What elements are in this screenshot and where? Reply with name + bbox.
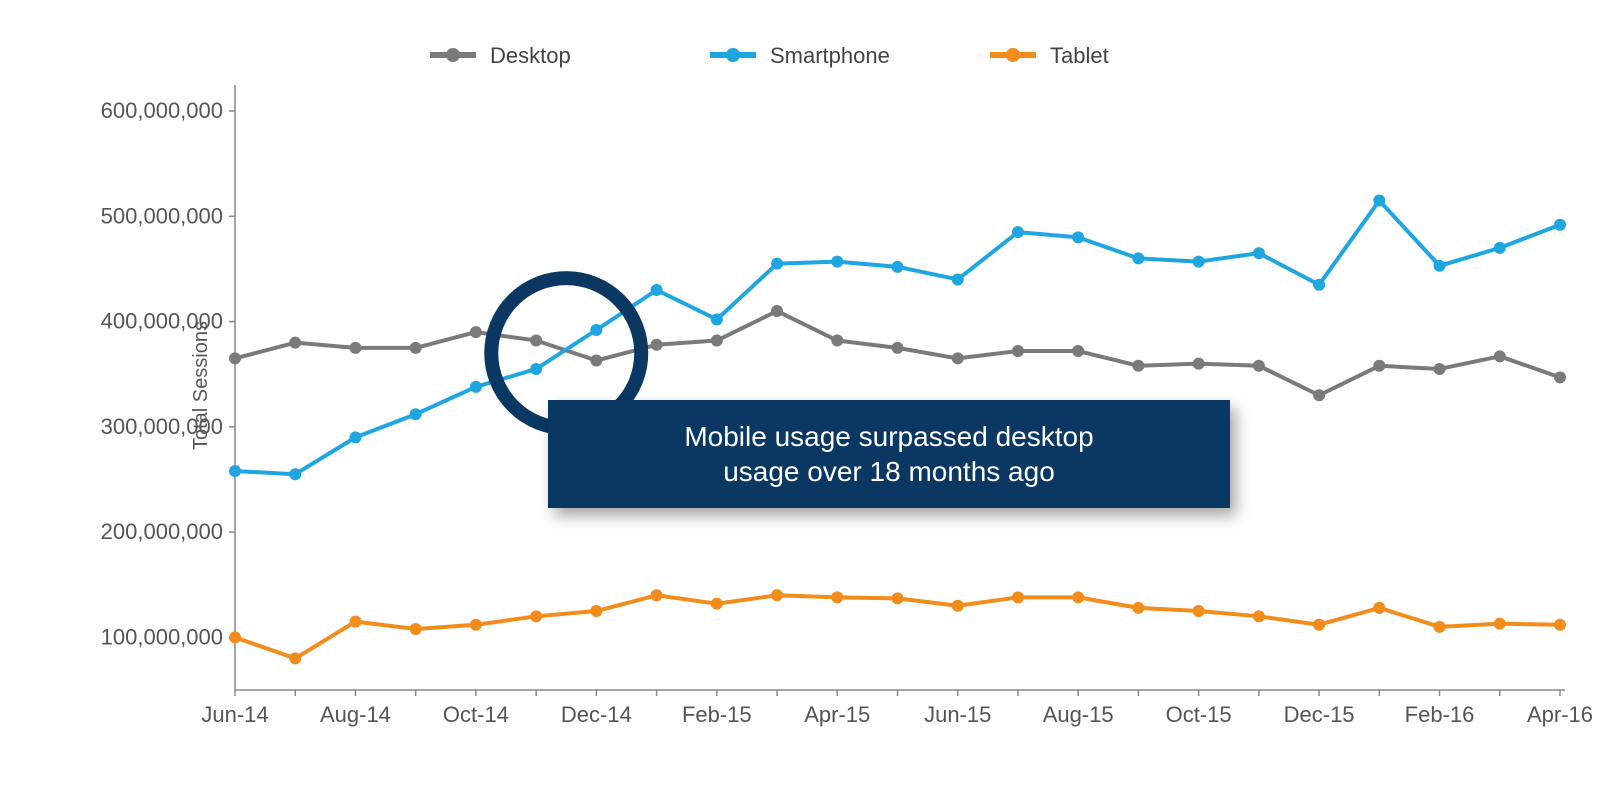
series-marker-tablet xyxy=(1012,591,1024,603)
series-marker-smartphone xyxy=(1494,242,1506,254)
series-marker-desktop xyxy=(289,337,301,349)
y-tick-label: 600,000,000 xyxy=(101,98,223,123)
series-marker-desktop xyxy=(771,305,783,317)
series-marker-desktop xyxy=(349,342,361,354)
callout-line1: Mobile usage surpassed desktop xyxy=(684,421,1093,452)
x-tick-label: Apr-16 xyxy=(1527,702,1593,727)
series-marker-tablet xyxy=(771,589,783,601)
sessions-line-chart: 100,000,000200,000,000300,000,000400,000… xyxy=(0,0,1603,795)
series-marker-tablet xyxy=(1554,619,1566,631)
legend-marker-desktop xyxy=(446,48,460,62)
series-marker-smartphone xyxy=(1554,219,1566,231)
series-marker-smartphone xyxy=(590,324,602,336)
series-marker-smartphone xyxy=(1012,226,1024,238)
series-marker-tablet xyxy=(1434,621,1446,633)
series-marker-tablet xyxy=(590,605,602,617)
series-marker-smartphone xyxy=(410,408,422,420)
series-marker-desktop xyxy=(1132,360,1144,372)
series-marker-desktop xyxy=(470,326,482,338)
series-marker-tablet xyxy=(1494,618,1506,630)
series-marker-smartphone xyxy=(831,256,843,268)
series-marker-desktop xyxy=(651,339,663,351)
series-marker-smartphone xyxy=(1313,279,1325,291)
legend-label-desktop: Desktop xyxy=(490,43,571,68)
chart-container: 100,000,000200,000,000300,000,000400,000… xyxy=(0,0,1603,795)
series-line-tablet xyxy=(235,595,1560,658)
series-marker-desktop xyxy=(952,352,964,364)
series-marker-smartphone xyxy=(349,431,361,443)
series-marker-tablet xyxy=(410,623,422,635)
series-marker-smartphone xyxy=(470,381,482,393)
series-marker-tablet xyxy=(1253,610,1265,622)
series-marker-smartphone xyxy=(289,468,301,480)
legend-label-smartphone: Smartphone xyxy=(770,43,890,68)
x-tick-label: Dec-14 xyxy=(561,702,632,727)
series-marker-smartphone xyxy=(771,258,783,270)
x-tick-label: Oct-15 xyxy=(1166,702,1232,727)
y-tick-label: 200,000,000 xyxy=(101,519,223,544)
x-tick-label: Jun-14 xyxy=(201,702,268,727)
series-marker-desktop xyxy=(410,342,422,354)
series-marker-smartphone xyxy=(892,261,904,273)
series-marker-tablet xyxy=(1373,602,1385,614)
x-tick-label: Aug-14 xyxy=(320,702,391,727)
legend-marker-tablet xyxy=(1006,48,1020,62)
series-marker-desktop xyxy=(892,342,904,354)
x-tick-label: Feb-16 xyxy=(1405,702,1475,727)
series-marker-desktop xyxy=(1434,363,1446,375)
legend-label-tablet: Tablet xyxy=(1050,43,1109,68)
series-marker-smartphone xyxy=(530,363,542,375)
x-tick-label: Oct-14 xyxy=(443,702,509,727)
x-tick-label: Apr-15 xyxy=(804,702,870,727)
series-marker-desktop xyxy=(1193,358,1205,370)
series-marker-desktop xyxy=(1494,350,1506,362)
series-marker-smartphone xyxy=(229,465,241,477)
x-tick-label: Feb-15 xyxy=(682,702,752,727)
series-marker-desktop xyxy=(590,355,602,367)
series-marker-smartphone xyxy=(1193,256,1205,268)
series-marker-tablet xyxy=(349,616,361,628)
series-marker-smartphone xyxy=(1373,195,1385,207)
series-marker-tablet xyxy=(711,598,723,610)
series-marker-tablet xyxy=(831,591,843,603)
series-marker-tablet xyxy=(1132,602,1144,614)
series-marker-smartphone xyxy=(1253,247,1265,259)
series-marker-desktop xyxy=(1012,345,1024,357)
y-tick-label: 100,000,000 xyxy=(101,624,223,649)
series-marker-tablet xyxy=(1193,605,1205,617)
series-marker-smartphone xyxy=(1434,260,1446,272)
legend-marker-smartphone xyxy=(726,48,740,62)
series-marker-smartphone xyxy=(711,313,723,325)
series-marker-desktop xyxy=(1253,360,1265,372)
series-marker-tablet xyxy=(1072,591,1084,603)
series-marker-smartphone xyxy=(1132,252,1144,264)
series-marker-tablet xyxy=(1313,619,1325,631)
series-marker-tablet xyxy=(651,589,663,601)
series-marker-tablet xyxy=(952,600,964,612)
callout-line2: usage over 18 months ago xyxy=(723,456,1055,487)
series-marker-smartphone xyxy=(952,273,964,285)
series-marker-tablet xyxy=(289,652,301,664)
series-marker-desktop xyxy=(1373,360,1385,372)
series-marker-smartphone xyxy=(1072,231,1084,243)
annotation-callout: Mobile usage surpassed desktop usage ove… xyxy=(548,400,1230,508)
series-marker-tablet xyxy=(229,631,241,643)
series-marker-desktop xyxy=(1072,345,1084,357)
series-marker-desktop xyxy=(1554,371,1566,383)
x-tick-label: Dec-15 xyxy=(1284,702,1355,727)
x-tick-label: Aug-15 xyxy=(1043,702,1114,727)
series-marker-desktop xyxy=(229,352,241,364)
series-marker-tablet xyxy=(892,592,904,604)
x-tick-label: Jun-15 xyxy=(924,702,991,727)
series-marker-smartphone xyxy=(651,284,663,296)
series-marker-tablet xyxy=(470,619,482,631)
y-axis-title: Total Sessions xyxy=(190,321,212,450)
series-marker-desktop xyxy=(711,335,723,347)
series-marker-desktop xyxy=(1313,389,1325,401)
y-tick-label: 500,000,000 xyxy=(101,203,223,228)
series-marker-desktop xyxy=(831,335,843,347)
series-marker-desktop xyxy=(530,335,542,347)
series-marker-tablet xyxy=(530,610,542,622)
